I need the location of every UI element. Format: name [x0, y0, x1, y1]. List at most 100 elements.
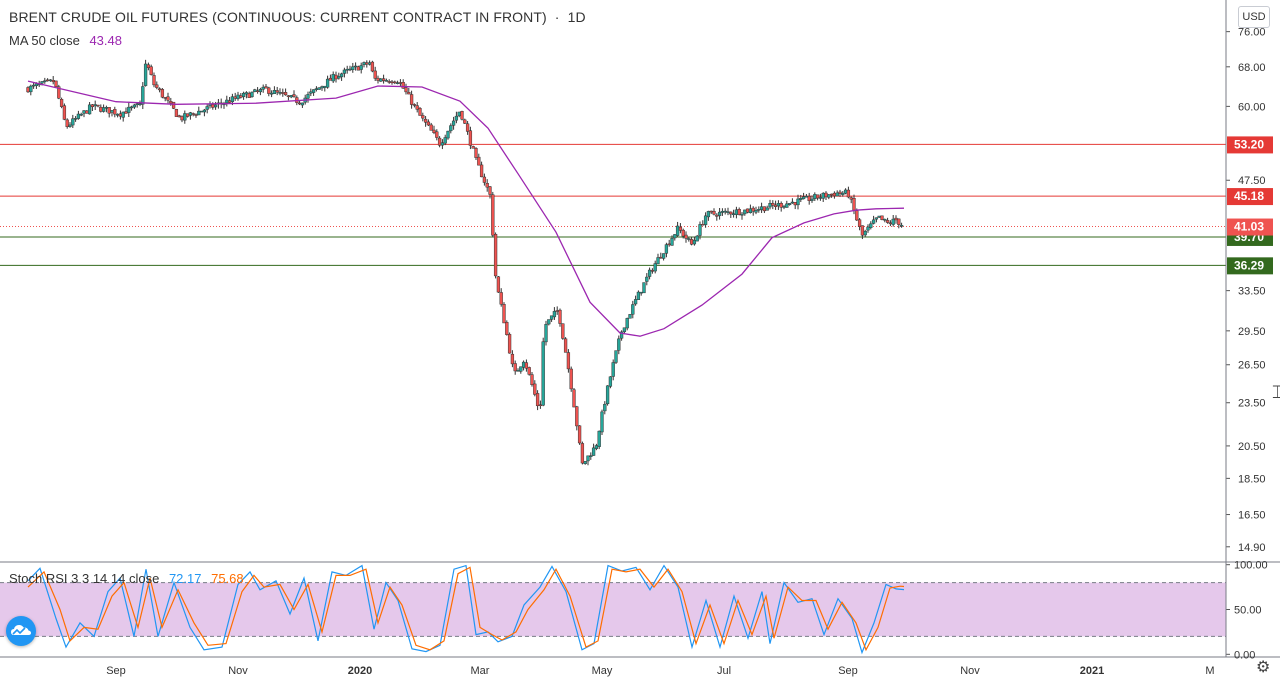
candle-body	[113, 109, 117, 115]
candle-body	[247, 93, 251, 98]
currency-badge[interactable]: USD	[1238, 6, 1270, 28]
candle-body	[510, 353, 515, 365]
candle-body	[773, 204, 778, 207]
candle-body	[359, 65, 363, 70]
candle-body	[334, 74, 338, 80]
candle-body	[759, 206, 764, 210]
candle-body	[894, 217, 898, 221]
candle-body	[101, 107, 106, 112]
candle-body	[810, 198, 814, 201]
ma-legend[interactable]: MA 50 close 43.48	[9, 33, 122, 48]
gear-icon[interactable]: ⚙	[1256, 659, 1271, 676]
candle-body	[45, 79, 50, 82]
candle-body	[311, 89, 316, 93]
candle-body	[675, 225, 680, 236]
stoch-legend[interactable]: Stoch RSI 3 3 14 14 close 72.17 75.68	[9, 571, 244, 586]
candle-body	[580, 443, 585, 464]
level-price-badge	[1227, 257, 1273, 275]
candle-body	[594, 445, 599, 449]
candle-body	[757, 208, 761, 211]
candle-body	[785, 203, 789, 208]
candle-body	[762, 206, 767, 212]
stoch-d-value: 75.68	[211, 571, 244, 586]
candle-body	[779, 203, 783, 208]
candle-body	[712, 210, 716, 215]
candle-body	[608, 376, 613, 387]
y-tick-label: 20.50	[1238, 441, 1266, 453]
candle-body	[804, 195, 809, 198]
candle-body	[429, 124, 433, 131]
candle-body	[351, 66, 355, 71]
candle-body	[639, 291, 643, 294]
y-tick-label: 23.50	[1238, 398, 1266, 410]
stoch-y-tick-label: 0.00	[1234, 649, 1255, 661]
level-price-label: 45.18	[1234, 189, 1264, 203]
candle-body	[415, 105, 419, 110]
candle-body	[771, 202, 775, 206]
candle-body	[835, 192, 839, 197]
candle-body	[824, 192, 828, 198]
candle-body	[572, 389, 576, 408]
candle-body	[541, 341, 545, 406]
candle-body	[337, 76, 341, 79]
candle-body	[860, 225, 865, 236]
stoch-k-value: 72.17	[168, 571, 202, 586]
candle-body	[841, 192, 845, 195]
candle-body	[782, 206, 786, 208]
candle-body	[855, 210, 859, 221]
candle-body	[885, 220, 890, 223]
x-tick-label: 2021	[1080, 665, 1104, 677]
candle-body	[776, 203, 781, 207]
x-tick-label: May	[592, 665, 613, 677]
candle-body	[370, 61, 375, 72]
candle-body	[278, 92, 282, 94]
candle-body	[569, 368, 573, 390]
candle-body	[583, 461, 587, 465]
tradingview-logo-icon[interactable]	[6, 616, 36, 646]
candle-body	[460, 111, 464, 120]
candle-body	[208, 104, 212, 107]
candle-body	[300, 102, 305, 106]
title-separator: ·	[554, 9, 560, 25]
candle-body	[107, 107, 111, 114]
candle-body	[62, 105, 67, 120]
ma-line	[27, 80, 905, 337]
candle-body	[376, 77, 380, 81]
axes	[0, 0, 1280, 658]
candle-body	[177, 115, 181, 118]
candle-body	[723, 210, 727, 213]
candle-body	[362, 62, 366, 66]
candle-body	[843, 189, 848, 194]
candle-body	[563, 338, 568, 353]
candle-body	[384, 80, 389, 82]
candle-body	[681, 229, 685, 237]
candle-body	[96, 104, 100, 107]
candle-body	[703, 215, 708, 225]
candle-body	[471, 146, 475, 149]
candle-body	[743, 209, 747, 215]
candle-body	[507, 334, 512, 354]
candle-body	[600, 411, 604, 433]
candle-body	[412, 104, 417, 106]
candle-body	[888, 222, 893, 225]
candle-body	[68, 124, 72, 127]
candle-body	[625, 318, 629, 329]
candle-body	[656, 257, 660, 265]
chart-title: BRENT CRUDE OIL FUTURES (CONTINUOUS: CUR…	[9, 9, 586, 25]
candle-body	[731, 213, 736, 215]
candle-body	[709, 210, 713, 213]
candle-body	[401, 82, 405, 89]
candle-body	[636, 291, 641, 300]
candle-body	[345, 68, 349, 71]
candle-body	[533, 383, 537, 395]
candle-body	[673, 234, 677, 239]
candle-body	[65, 119, 69, 127]
stoch-d-line	[27, 566, 905, 652]
candle-body	[367, 62, 372, 65]
y-tick-label: 18.50	[1238, 473, 1266, 485]
candle-body	[54, 80, 58, 87]
candle-body	[79, 113, 83, 116]
candle-body	[110, 110, 114, 113]
